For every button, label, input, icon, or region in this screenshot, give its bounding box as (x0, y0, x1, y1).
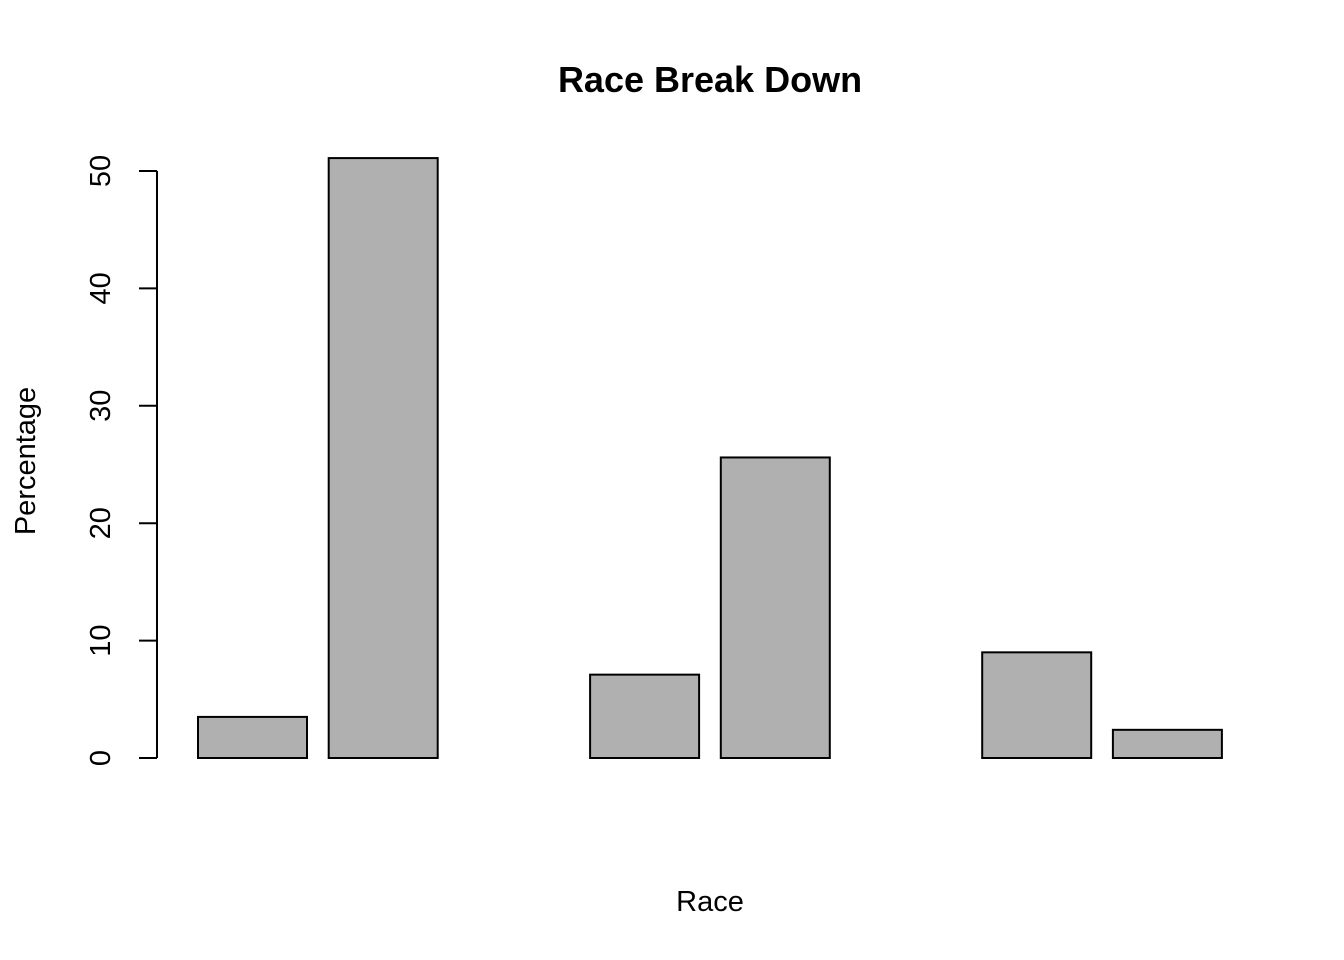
bar (1111, 728, 1223, 759)
y-axis-label: Percentage (10, 387, 42, 535)
y-tick-label: 50 (85, 155, 117, 187)
bar (197, 715, 308, 759)
y-tick-label: 30 (85, 390, 117, 422)
bars (197, 157, 1223, 760)
bar (327, 157, 439, 759)
y-axis: 0 10 20 30 40 50 (85, 155, 158, 766)
chart-title: Race Break Down (558, 59, 862, 100)
y-tick-label: 40 (85, 272, 117, 304)
x-axis-label: Race (676, 886, 744, 918)
bar (589, 673, 701, 759)
y-tick-label: 10 (85, 624, 117, 656)
bar (719, 456, 831, 759)
y-tick-label: 0 (85, 750, 117, 766)
bar (981, 651, 1093, 760)
y-tick-label: 20 (85, 507, 117, 539)
